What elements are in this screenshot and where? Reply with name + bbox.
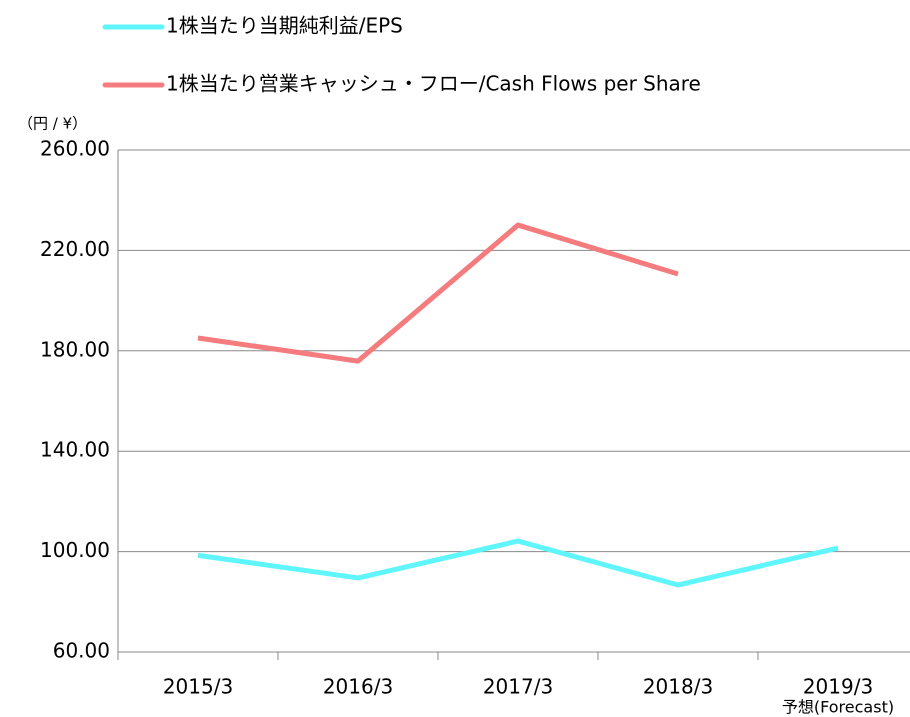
series-line	[197, 538, 839, 588]
x-tick-label: 2016/3	[323, 675, 393, 699]
y-tick-label: 260.00	[40, 137, 110, 161]
x-tick-label: 2018/3	[643, 675, 713, 699]
y-tick-label: 60.00	[53, 639, 110, 663]
y-tick-label: 220.00	[40, 237, 110, 261]
legend-label: 1株当たり営業キャッシュ・フロー/Cash Flows per Share	[166, 72, 701, 96]
x-tick-label: 2017/3	[483, 675, 553, 699]
y-unit-label: （円 / ¥）	[18, 115, 87, 133]
y-tick-label: 100.00	[40, 538, 110, 562]
y-tick-label: 140.00	[40, 438, 110, 462]
x-tick-label: 2015/3	[163, 675, 233, 699]
x-tick-label: 2019/3	[803, 675, 873, 699]
legend-label: 1株当たり当期純利益/EPS	[166, 14, 403, 38]
y-tick-label: 180.00	[40, 337, 110, 361]
annotation: 予想(Forecast)	[782, 698, 894, 717]
series-line	[197, 222, 679, 364]
